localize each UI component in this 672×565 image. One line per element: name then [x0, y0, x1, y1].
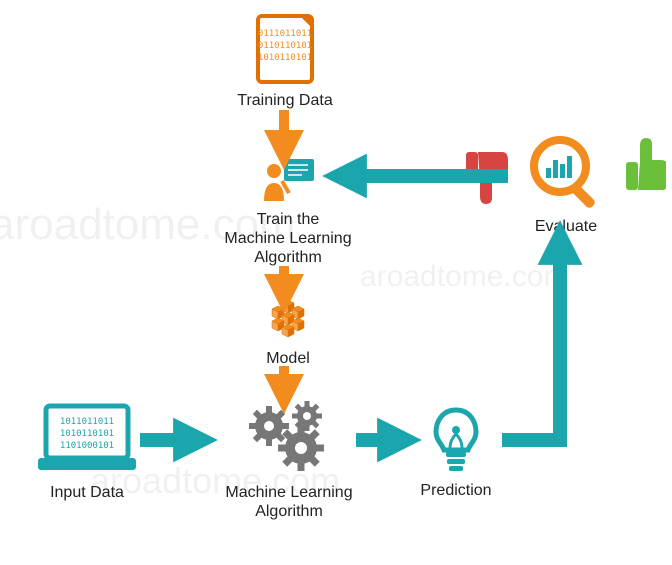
evaluate-label: Evaluate — [516, 217, 616, 236]
train-algorithm-node: Train the Machine Learning Algorithm — [208, 155, 368, 268]
edge-prediction-to-evaluate — [502, 238, 560, 440]
training-data-label: Training Data — [210, 91, 360, 110]
lightbulb-icon — [428, 404, 484, 476]
evaluate-icon — [446, 132, 666, 212]
training-data-node: 0111011011 0110110101 1010110101 Trainin… — [210, 12, 360, 110]
ml-algorithm-label: Machine Learning Algorithm — [204, 483, 374, 521]
prediction-label: Prediction — [406, 481, 506, 500]
evaluate-node: Evaluate — [446, 132, 666, 236]
svg-text:1010110101: 1010110101 — [60, 429, 114, 439]
document-icon: 0111011011 0110110101 1010110101 — [250, 12, 320, 86]
input-data-label: Input Data — [12, 483, 162, 502]
svg-text:1011011011: 1011011011 — [60, 417, 114, 427]
gears-icon — [239, 398, 339, 478]
svg-text:1010110101: 1010110101 — [258, 53, 312, 63]
prediction-node: Prediction — [406, 404, 506, 500]
svg-text:1101000101: 1101000101 — [60, 441, 114, 451]
teacher-icon — [258, 155, 318, 205]
watermark: aroadtome.com — [360, 260, 568, 294]
train-algorithm-label: Train the Machine Learning Algorithm — [208, 210, 368, 268]
ml-algorithm-node: Machine Learning Algorithm — [204, 398, 374, 521]
laptop-icon: 1011011011 1010110101 1101000101 — [32, 400, 142, 478]
svg-text:0110110101: 0110110101 — [258, 41, 312, 51]
input-data-node: 1011011011 1010110101 1101000101 Input D… — [12, 400, 162, 502]
cube-matrix-icon — [264, 296, 312, 344]
model-label: Model — [238, 349, 338, 368]
svg-text:0111011011: 0111011011 — [258, 29, 312, 39]
model-node: Model — [238, 296, 338, 368]
